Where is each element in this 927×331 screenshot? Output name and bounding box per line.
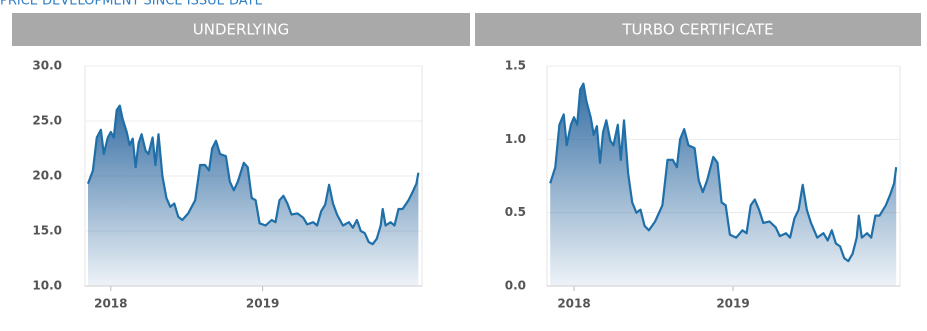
x-tick-label: 2019	[716, 297, 749, 311]
y-tick-label: 1.5	[505, 59, 526, 73]
tab[interactable]	[12, 13, 470, 46]
y-tick-label: 10.0	[32, 279, 62, 293]
y-tick-label: 30.0	[32, 59, 62, 73]
y-tick-label: 15.0	[32, 224, 62, 238]
x-tick-label: 2018	[557, 297, 590, 311]
y-tick-label: 0.0	[505, 279, 526, 293]
area	[88, 105, 419, 286]
section-header: PRICE DEVELOPMENT SINCE ISSUE DATE	[0, 0, 263, 9]
y-tick-label: 20.0	[32, 169, 62, 183]
tab-label: TURBO CERTIFICATE	[621, 21, 773, 39]
tab-label: UNDERLYING	[193, 21, 289, 39]
y-tick-label: 1.0	[505, 132, 526, 146]
x-tick-label: 2019	[246, 297, 279, 311]
line	[86, 104, 420, 246]
x-tick-label: 2018	[94, 297, 127, 311]
y-tick-label: 0.5	[505, 205, 526, 219]
area	[550, 83, 897, 286]
y-tick-label: 25.0	[32, 114, 62, 128]
line	[549, 82, 898, 263]
tab[interactable]	[475, 13, 921, 46]
